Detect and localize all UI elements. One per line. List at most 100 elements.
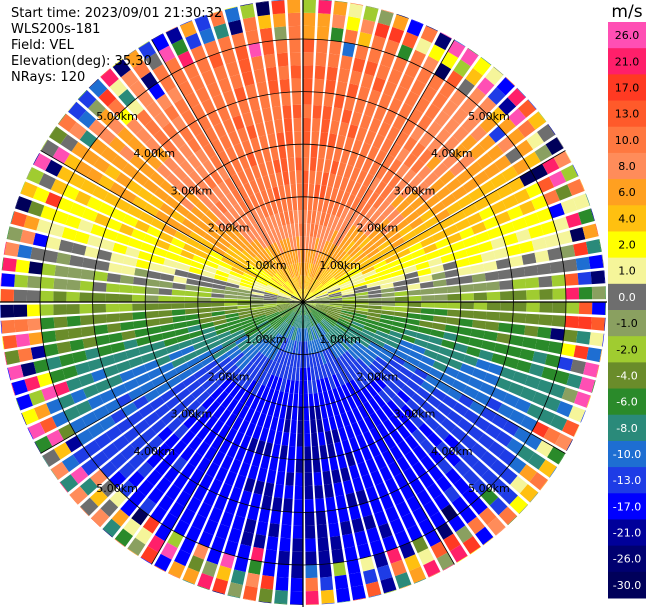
- gate-cell-108: [335, 134, 346, 150]
- gate-cell-1544: [273, 403, 282, 418]
- gate-cell-2767: [275, 199, 283, 214]
- gate-cell-2227: [41, 263, 56, 276]
- gate-cell-1108: [336, 341, 347, 353]
- gate-cell-618: [531, 237, 547, 251]
- gate-cell-1258: [351, 422, 362, 437]
- colorbar-swatch: [608, 493, 646, 520]
- gate-cell-1058: [321, 319, 333, 330]
- gate-cell-2370: [74, 190, 92, 206]
- gate-cell-1531: [250, 546, 264, 562]
- gate-cell-840: [303, 302, 316, 306]
- gate-cell-1587: [284, 339, 291, 352]
- gate-cell-2605: [194, 148, 209, 164]
- gate-cell-1062: [359, 354, 372, 367]
- gate-cell-491: [428, 223, 443, 236]
- gate-cell-247: [349, 210, 360, 225]
- gate-cell-274: [374, 180, 387, 195]
- gate-cell-1755: [268, 331, 279, 343]
- gate-cell-2651: [224, 162, 237, 177]
- gate-cell-2238: [212, 283, 226, 290]
- gate-cell-1226: [313, 325, 321, 338]
- gate-cell-2830: [255, 1, 270, 17]
- gate-cell-317: [344, 240, 356, 253]
- gate-cell-54: [311, 210, 317, 224]
- gate-cell-1593: [257, 412, 267, 428]
- gate-cell-2676: [225, 146, 238, 162]
- gate-cell-2402: [268, 280, 281, 289]
- gate-cell-2743: [270, 200, 279, 215]
- gate-cell-1802: [273, 319, 285, 330]
- gate-cell-1684: [267, 346, 277, 359]
- gate-cell-1204: [327, 347, 336, 361]
- gate-cell-1129: [310, 312, 320, 324]
- gate-cell-2403: [257, 273, 270, 283]
- gate-cell-1409: [316, 524, 328, 539]
- gate-cell-2334: [217, 265, 231, 274]
- gate-cell-1060: [340, 337, 352, 349]
- colorbar-tick: 8.0: [618, 160, 636, 173]
- gate-cell-363: [330, 264, 342, 276]
- gate-cell-964: [347, 328, 360, 338]
- gate-cell-1087: [365, 367, 378, 380]
- gate-cell-1534: [242, 585, 258, 601]
- gate-cell-1236: [368, 442, 381, 458]
- gate-cell-1983: [107, 374, 123, 388]
- gate-cell-837: [570, 359, 586, 375]
- gate-cell-220: [326, 243, 336, 257]
- gate-cell-1474: [289, 432, 297, 447]
- gate-cell-1403: [311, 445, 320, 460]
- gate-cell-1558: [227, 582, 243, 598]
- gate-cell-2820: [276, 132, 285, 147]
- gate-cell-2609: [163, 104, 180, 122]
- gate-cell-207: [383, 109, 397, 126]
- gate-cell-2612: [140, 71, 158, 90]
- gate-cell-956: [532, 421, 550, 438]
- gate-cell-1171: [441, 504, 458, 522]
- gate-cell-442: [409, 217, 424, 230]
- gate-cell-574: [573, 193, 590, 210]
- gate-cell-1620: [234, 446, 247, 462]
- gate-cell-1480: [281, 511, 292, 526]
- gate-cell-2782: [224, 6, 241, 23]
- gate-cell-2739: [286, 251, 293, 265]
- range-ring-label: 5.00km: [468, 110, 510, 123]
- gate-cell-1136: [365, 383, 378, 398]
- gate-cell-587: [440, 253, 455, 264]
- gate-cell-2093: [224, 309, 239, 315]
- gate-cell-2415: [120, 189, 137, 204]
- gate-cell-1303: [327, 389, 336, 404]
- gate-cell-1689: [232, 401, 244, 416]
- gate-cell-1257: [346, 410, 357, 425]
- colorbar-swatch: [608, 388, 646, 416]
- gate-cell-977: [491, 413, 508, 429]
- gate-cell-882: [524, 375, 541, 390]
- gate-cell-217: [309, 278, 316, 291]
- gate-cell-1925: [233, 332, 247, 342]
- gate-cell-13: [303, 117, 311, 132]
- gate-cell-893: [363, 325, 377, 334]
- gate-cell-147: [315, 252, 322, 265]
- gate-cell-2798: [262, 107, 273, 122]
- gate-cell-2828: [259, 27, 273, 43]
- gate-cell-2658: [178, 80, 194, 97]
- gate-cell-1525: [266, 469, 277, 484]
- gate-cell-258: [421, 85, 438, 103]
- gate-cell-2638: [138, 41, 156, 60]
- gate-cell-1507: [264, 549, 277, 564]
- gate-cell-347: [399, 184, 414, 199]
- gate-cell-1190: [396, 456, 411, 472]
- gate-cell-1756: [259, 341, 270, 354]
- gate-cell-1050: [480, 451, 498, 468]
- gate-cell-1090: [391, 395, 406, 409]
- gate-cell-1543: [276, 391, 284, 405]
- gate-cell-372: [414, 181, 429, 196]
- gate-cell-2326: [15, 196, 32, 213]
- gate-cell-2408: [200, 238, 215, 250]
- gate-cell-2194: [158, 288, 173, 296]
- gate-cell-1285: [357, 461, 369, 477]
- gate-cell-2040: [290, 302, 303, 306]
- spoke-330: [151, 39, 304, 303]
- gate-cell-1134: [350, 363, 361, 376]
- gate-cell-9: [303, 170, 309, 184]
- gate-cell-330: [452, 107, 469, 125]
